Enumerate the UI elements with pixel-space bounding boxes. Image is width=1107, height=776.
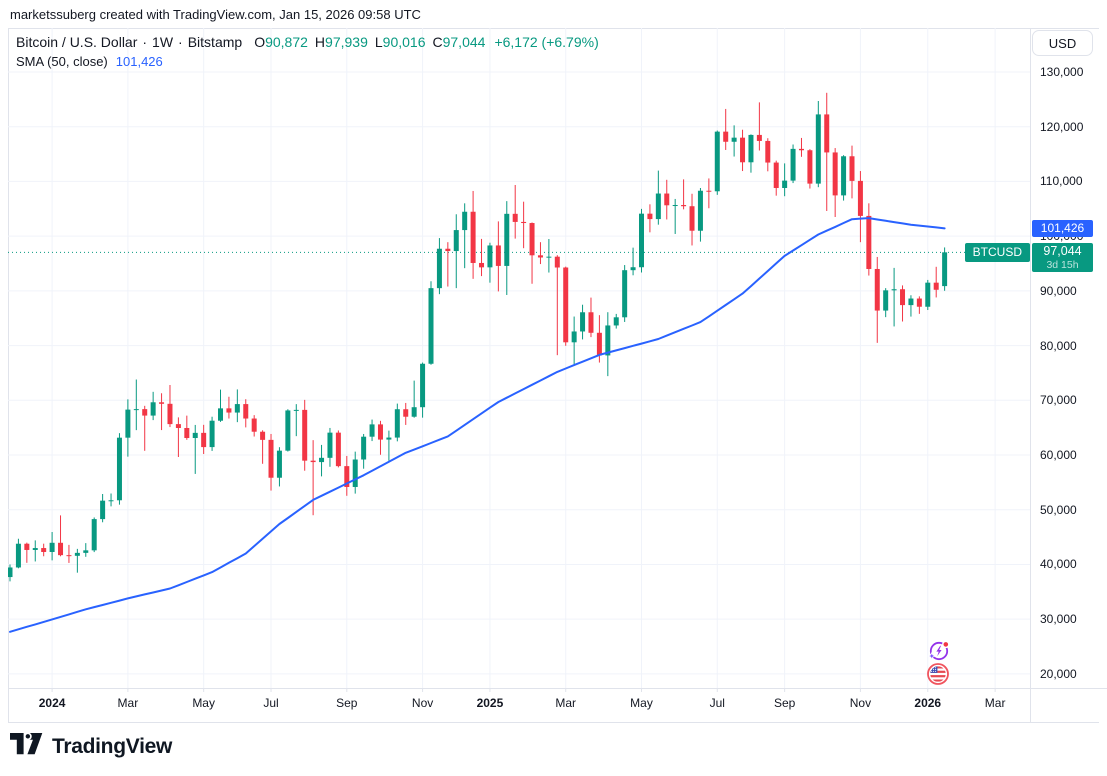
- sparkle-lightning-event-icon[interactable]: [927, 639, 951, 668]
- tradingview-brand-text: TradingView: [52, 734, 173, 758]
- ohlc-L: L90,016: [374, 34, 426, 50]
- ohlc-C: C97,044: [432, 34, 486, 50]
- us-flag-economic-event-icon[interactable]: [926, 662, 950, 691]
- time-tick-label: Jul: [263, 696, 279, 710]
- price-tick-label: 90,000: [1040, 283, 1077, 298]
- ohlc-values: O90,872 H97,939 L90,016 C97,044: [254, 34, 485, 51]
- price-tick-label: 130,000: [1040, 65, 1084, 79]
- time-tick-label: 2025: [476, 696, 504, 710]
- widget-left-border: [8, 28, 9, 722]
- ohlc-H: H97,939: [314, 34, 368, 50]
- price-tick-label: 60,000: [1040, 448, 1077, 463]
- interval-label: 1W: [152, 34, 174, 50]
- price-tick-label: 80,000: [1040, 338, 1077, 353]
- time-tick-label: Mar: [117, 696, 139, 710]
- ohlc-O: O90,872: [254, 34, 308, 50]
- time-tick-label: 2024: [38, 696, 66, 710]
- price-tick-label: 30,000: [1040, 612, 1077, 627]
- time-tick-label: Nov: [411, 696, 434, 710]
- last-price-badge: 97,044 3d 15h: [1032, 243, 1093, 273]
- time-tick-label: May: [630, 696, 653, 710]
- sma-value-badge: 101,426: [1032, 219, 1093, 237]
- price-tick-label: 40,000: [1040, 557, 1077, 572]
- time-tick-label: Mar: [555, 696, 577, 710]
- symbol-price-tag: BTCUSD: [964, 242, 1030, 262]
- price-tick-label: 120,000: [1040, 119, 1084, 134]
- legend-separator: ·: [178, 34, 183, 50]
- tradingview-logo-icon: [10, 732, 44, 761]
- time-axis-separator: [8, 688, 1107, 689]
- exchange-label: Bitstamp: [187, 34, 243, 50]
- watermark-attribution: marketssuberg created with TradingView.c…: [10, 7, 421, 22]
- time-tick-label: Mar: [984, 696, 1006, 710]
- price-axis-separator: [1030, 28, 1031, 722]
- bar-countdown: 3d 15h: [1046, 259, 1079, 272]
- time-tick-label: 2026: [914, 696, 942, 710]
- legend: Bitcoin / U.S. Dollar · 1W · Bitstamp O9…: [16, 34, 599, 70]
- widget-top-border: [8, 28, 1099, 29]
- indicator-name: SMA (50, close): [16, 54, 108, 69]
- indicator-value: 101,426: [115, 54, 163, 69]
- tradingview-logo-link[interactable]: TradingView: [10, 732, 172, 761]
- legend-source-row[interactable]: Bitcoin / U.S. Dollar · 1W · Bitstamp O9…: [16, 34, 599, 51]
- time-tick-label: Sep: [336, 696, 358, 710]
- symbol-title[interactable]: Bitcoin / U.S. Dollar: [16, 34, 138, 50]
- legend-separator: ·: [142, 34, 148, 50]
- price-tick-label: 110,000: [1040, 174, 1083, 189]
- time-tick-label: Nov: [849, 696, 872, 710]
- currency-toggle-button[interactable]: USD: [1032, 30, 1093, 56]
- widget-bottom-border: [8, 722, 1099, 723]
- time-tick-label: Sep: [773, 696, 796, 710]
- time-tick-label: May: [192, 696, 215, 710]
- indicator-row[interactable]: SMA (50, close) 101,426: [16, 54, 599, 70]
- time-tick-label: Jul: [709, 696, 725, 710]
- price-tick-label: 50,000: [1040, 502, 1077, 517]
- price-tick-label: 20,000: [1040, 666, 1077, 681]
- change-value: +6,172 (+6.79%): [494, 34, 599, 50]
- last-price-value: 97,044: [1043, 244, 1082, 259]
- price-tick-label: 70,000: [1040, 393, 1077, 408]
